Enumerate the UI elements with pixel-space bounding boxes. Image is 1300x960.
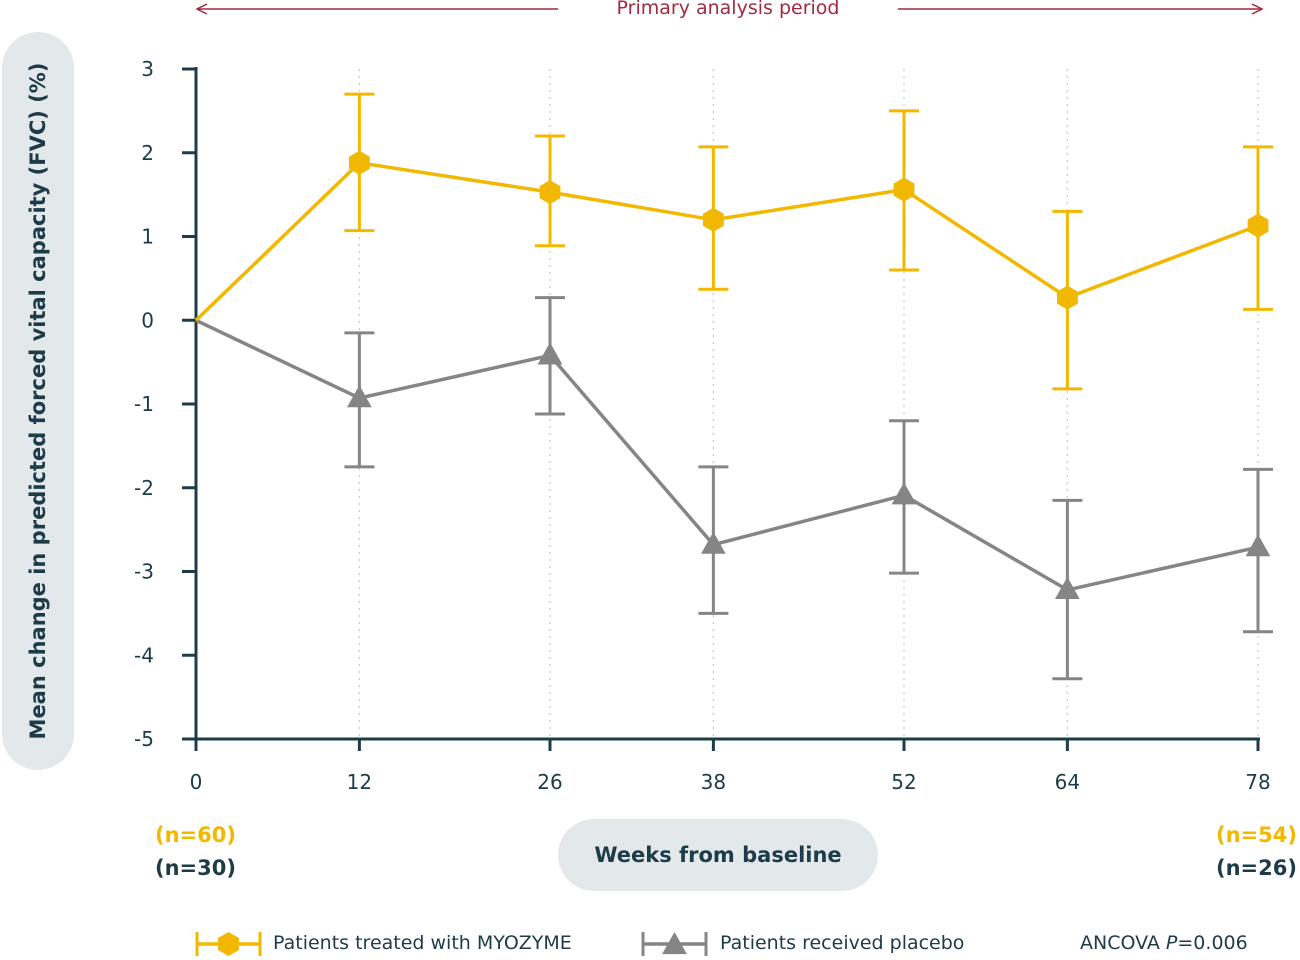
y-tick-label: -2 — [134, 476, 154, 500]
legend-label-placebo: Patients received placebo — [720, 932, 965, 954]
x-tick-label: 52 — [891, 770, 916, 794]
y-tick-label: -4 — [134, 643, 154, 667]
data-point-treated — [893, 177, 915, 202]
y-tick-label: 2 — [141, 141, 154, 165]
x-tick-label: 26 — [537, 770, 562, 794]
data-point-placebo — [347, 385, 372, 408]
y-axis-label-background — [2, 32, 74, 770]
n-start-placebo: (n=30) — [155, 856, 236, 880]
x-tick-label: 64 — [1055, 770, 1080, 794]
y-tick-label: 3 — [141, 57, 154, 81]
y-tick-label: -5 — [134, 727, 154, 751]
ancova-prefix: ANCOVA — [1080, 932, 1166, 954]
data-point-treated — [703, 207, 724, 232]
data-point-placebo — [1245, 534, 1271, 557]
y-tick-label: 1 — [141, 225, 154, 249]
data-point-treated — [1057, 285, 1078, 310]
n-end-placebo: (n=26) — [1216, 856, 1297, 880]
x-tick-label: 12 — [347, 770, 372, 794]
series-line-1 — [195, 318, 1259, 592]
n-end-treated: (n=54) — [1216, 823, 1297, 847]
ancova-p-symbol: P — [1165, 932, 1178, 954]
legend-label-treated: Patients treated with MYOZYME — [273, 932, 572, 954]
data-point-placebo — [891, 482, 917, 505]
ancova-statistic: ANCOVA P=0.006 — [1080, 932, 1248, 954]
x-tick-label: 0 — [190, 770, 203, 794]
data-point-treated — [1247, 213, 1269, 238]
data-point-treated — [349, 150, 370, 175]
y-tick-label: -3 — [134, 560, 154, 584]
n-start-treated: (n=60) — [155, 823, 236, 847]
x-tick-label: 38 — [701, 770, 726, 794]
legend-marker-placebo — [662, 932, 687, 955]
data-point-placebo — [701, 531, 726, 554]
ancova-p-value: =0.006 — [1177, 932, 1248, 954]
x-axis-label: Weeks from baseline — [558, 819, 878, 891]
legend-marker-treated — [218, 932, 239, 956]
primary-analysis-period-label: Primary analysis period — [616, 0, 840, 19]
data-point-placebo — [537, 342, 563, 365]
series-line-0 — [194, 161, 1259, 322]
x-tick-label: 78 — [1245, 770, 1270, 794]
data-point-placebo — [1055, 576, 1080, 599]
y-tick-label: 0 — [141, 308, 154, 332]
data-point-treated — [539, 180, 561, 205]
y-tick-label: -1 — [134, 392, 154, 416]
